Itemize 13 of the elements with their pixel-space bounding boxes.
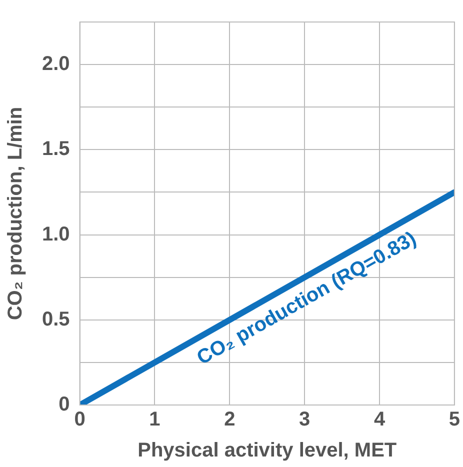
x-tick-label: 1: [149, 408, 160, 431]
x-axis-title: Physical activity level, MET: [138, 440, 397, 462]
x-tick-label: 5: [448, 408, 460, 431]
y-tick-label: 1.0: [42, 223, 70, 246]
y-tick-label: 0.5: [42, 308, 70, 330]
y-tick-label: 1.5: [42, 138, 70, 160]
x-tick-label: 3: [299, 408, 310, 431]
y-axis-title: CO₂ production, L/min: [4, 106, 27, 320]
x-tick-label: 0: [74, 408, 86, 431]
x-tick-label: 4: [374, 408, 386, 431]
y-tick-label: 2.0: [42, 53, 70, 76]
y-tick-label: 0: [58, 394, 70, 416]
x-tick-label: 2: [224, 408, 236, 431]
